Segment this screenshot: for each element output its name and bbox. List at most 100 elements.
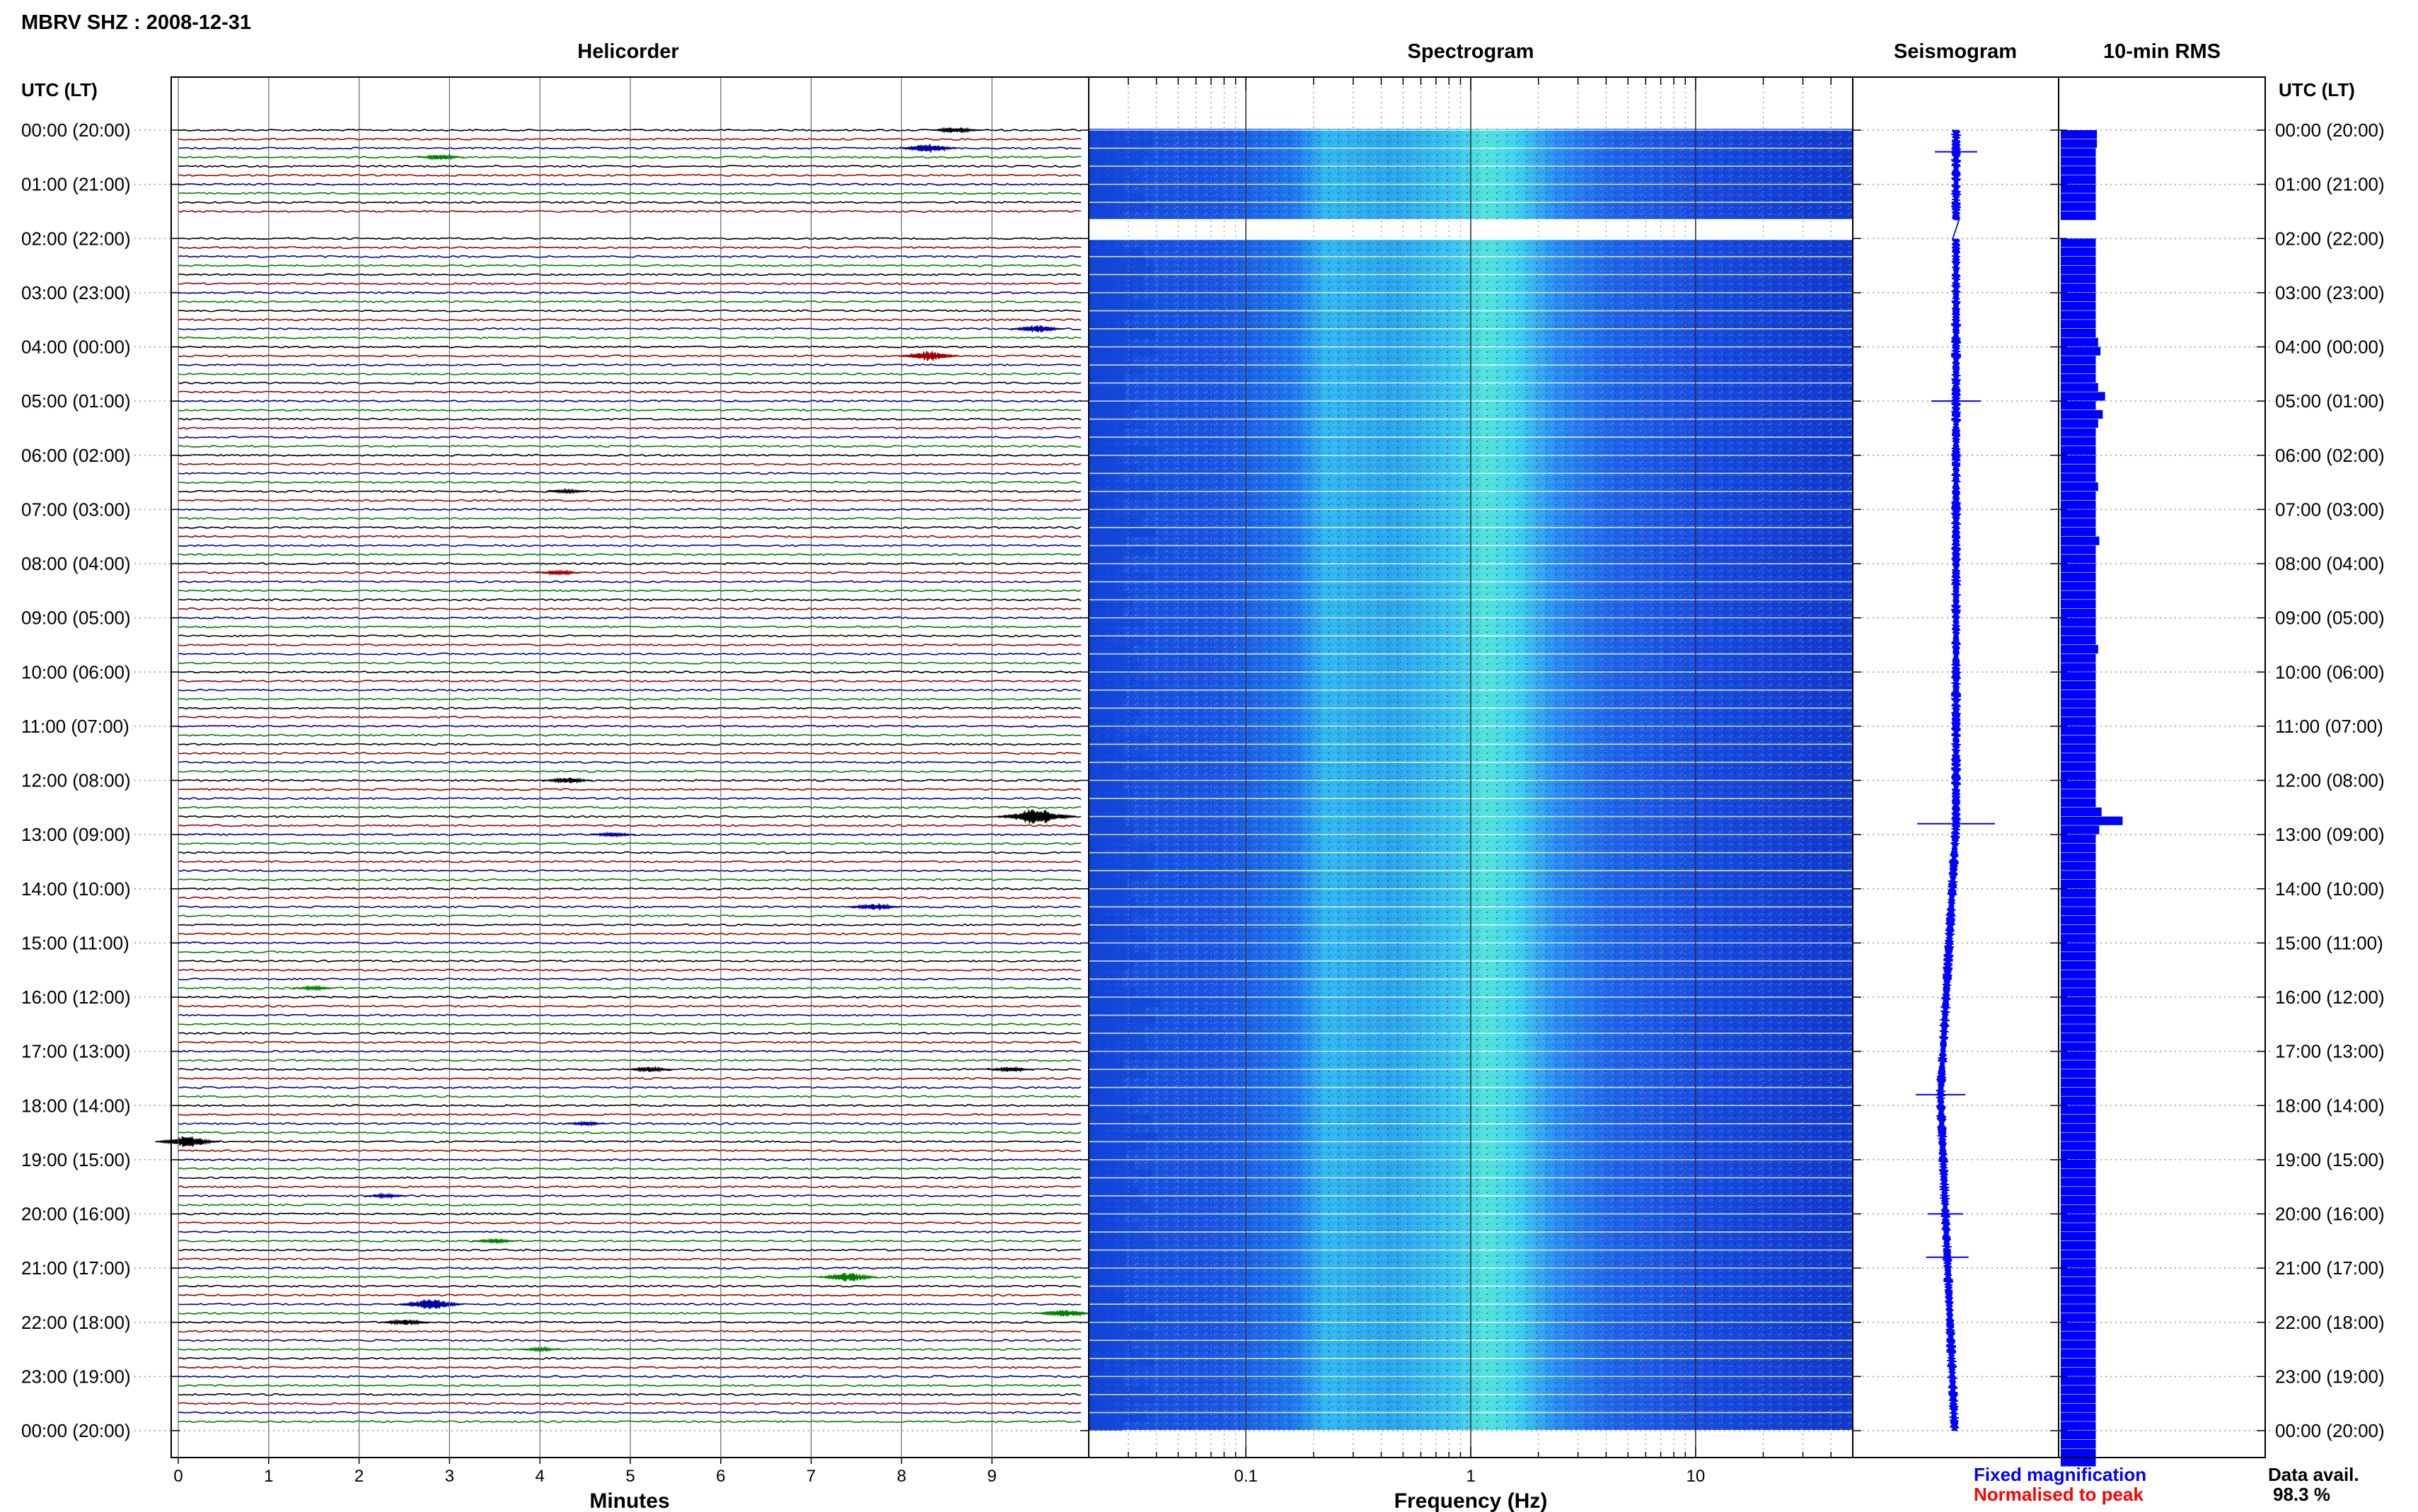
helicorder-trace-row bbox=[178, 1420, 1082, 1424]
spectrogram-band bbox=[1089, 1204, 1150, 1214]
rms-bar bbox=[2061, 617, 2096, 627]
spectrogram-band bbox=[1089, 888, 1131, 898]
spectrogram-band bbox=[1089, 1096, 1138, 1106]
helicorder-trace-row bbox=[178, 1095, 1082, 1098]
rms-bar bbox=[2061, 1060, 2096, 1069]
rms-bar bbox=[2061, 392, 2105, 401]
rms-bar bbox=[2061, 1214, 2096, 1223]
helicorder-trace-row bbox=[178, 1112, 1082, 1117]
rms-bar bbox=[2061, 970, 2096, 979]
spectrogram-band bbox=[1089, 627, 1118, 636]
helicorder-trace-row bbox=[178, 1176, 1082, 1180]
left-hour-label: 13:00 (09:00) bbox=[21, 824, 131, 845]
spectrogram-band bbox=[1089, 960, 1134, 970]
helicorder-trace-row bbox=[178, 1158, 1082, 1161]
spectrogram-band bbox=[1089, 301, 1152, 311]
helicorder-trace-row bbox=[178, 760, 1082, 764]
rms-bar bbox=[2061, 636, 2096, 645]
right-hour-label: 18:00 (14:00) bbox=[2275, 1095, 2385, 1116]
spectrogram-band bbox=[1089, 166, 1132, 175]
helicorder-trace-row bbox=[178, 914, 1082, 918]
rms-bar bbox=[2061, 1195, 2096, 1205]
left-hour-label: 09:00 (05:00) bbox=[21, 607, 131, 629]
rms-bar bbox=[2061, 1331, 2096, 1340]
rms-bar bbox=[2061, 1403, 2096, 1412]
helicorder-event bbox=[155, 1136, 220, 1147]
rms-bar bbox=[2061, 825, 2100, 834]
helicorder-trace-row bbox=[178, 923, 1082, 926]
spectrogram-band bbox=[1089, 328, 1156, 338]
rms-bar bbox=[2061, 130, 2098, 139]
helicorder-trace-row bbox=[178, 661, 1082, 665]
rms-bar bbox=[2061, 1385, 2096, 1395]
rms-bar bbox=[2061, 1322, 2096, 1331]
spectrogram-band bbox=[1089, 518, 1142, 528]
spectrogram-band bbox=[1089, 744, 1119, 754]
spectrogram-band bbox=[1089, 184, 1126, 194]
rms-bar bbox=[2061, 1304, 2096, 1313]
helicorder-trace-row bbox=[178, 1203, 1082, 1206]
minute-tick-label: 2 bbox=[354, 1467, 364, 1486]
spectrogram-band bbox=[1089, 825, 1133, 835]
rms-bar bbox=[2061, 708, 2096, 717]
spectrogram-band bbox=[1089, 1051, 1159, 1061]
rms-bar bbox=[2061, 1087, 2096, 1096]
spectrogram-band bbox=[1089, 401, 1140, 410]
rms-bar bbox=[2061, 1232, 2096, 1241]
rms-bar bbox=[2061, 627, 2096, 636]
helicorder-trace-row bbox=[178, 643, 1082, 646]
rms-bar bbox=[2061, 663, 2096, 672]
helicorder-trace-row bbox=[178, 128, 1082, 132]
helicorder-trace-row bbox=[178, 634, 1082, 638]
rms-bar bbox=[2061, 608, 2096, 618]
right-hour-label: 23:00 (19:00) bbox=[2275, 1366, 2385, 1387]
rms-bar bbox=[2061, 1349, 2096, 1359]
rms-bar bbox=[2061, 1151, 2096, 1160]
left-hour-label: 12:00 (08:00) bbox=[21, 770, 131, 791]
spectrogram-band bbox=[1089, 663, 1140, 673]
helicorder-trace-row bbox=[178, 1366, 1082, 1369]
rms-bar bbox=[2061, 952, 2096, 961]
rms-bar bbox=[2061, 139, 2098, 148]
rms-bar bbox=[2061, 1168, 2096, 1177]
rms-bar bbox=[2061, 1042, 2096, 1052]
rms-bar bbox=[2061, 401, 2096, 410]
spectrogram-band bbox=[1089, 789, 1134, 799]
rms-bar bbox=[2061, 256, 2096, 265]
helicorder-trace-row bbox=[178, 1221, 1082, 1225]
helicorder-trace-row bbox=[178, 209, 1081, 213]
helicorder-trace-row bbox=[178, 1131, 1082, 1134]
helicorder-trace-row bbox=[178, 752, 1082, 755]
right-hour-label: 13:00 (09:00) bbox=[2275, 824, 2385, 845]
helicorder-event bbox=[379, 1318, 430, 1326]
rms-bar bbox=[2061, 193, 2096, 202]
helicorder-trace-row bbox=[178, 1375, 1082, 1378]
rms-bar bbox=[2061, 428, 2096, 437]
helicorder-trace-row bbox=[178, 860, 1082, 863]
rms-bar bbox=[2061, 383, 2098, 392]
rms-bar bbox=[2061, 473, 2096, 482]
rms-bar bbox=[2061, 907, 2096, 916]
helicorder-trace-row bbox=[178, 941, 1082, 945]
helicorder-trace-row bbox=[178, 499, 1082, 502]
helicorder-trace-row bbox=[178, 1013, 1082, 1017]
right-hour-label: 08:00 (04:00) bbox=[2275, 553, 2385, 574]
spectrogram-band bbox=[1089, 1331, 1153, 1341]
helicorder-trace-row bbox=[178, 1320, 1082, 1324]
rms-bar bbox=[2061, 564, 2096, 573]
minute-tick-label: 6 bbox=[716, 1467, 725, 1486]
spectrogram-band bbox=[1089, 771, 1159, 781]
spectrogram-band bbox=[1089, 392, 1126, 402]
rms-bar bbox=[2061, 591, 2096, 600]
helicorder-trace-row bbox=[178, 716, 1082, 719]
spectrogram-band bbox=[1089, 1151, 1127, 1160]
helicorder-trace-row bbox=[178, 905, 1082, 909]
spectrogram-band bbox=[1089, 916, 1131, 925]
rms-bar bbox=[2061, 861, 2096, 871]
spectrogram-band bbox=[1089, 545, 1155, 555]
helicorder-trace-row bbox=[178, 1356, 1082, 1360]
right-hour-label: 20:00 (16:00) bbox=[2275, 1204, 2385, 1225]
helicorder-trace-row bbox=[178, 381, 1082, 385]
rms-bar bbox=[2061, 1187, 2096, 1196]
helicorder-trace-row bbox=[178, 815, 1082, 818]
